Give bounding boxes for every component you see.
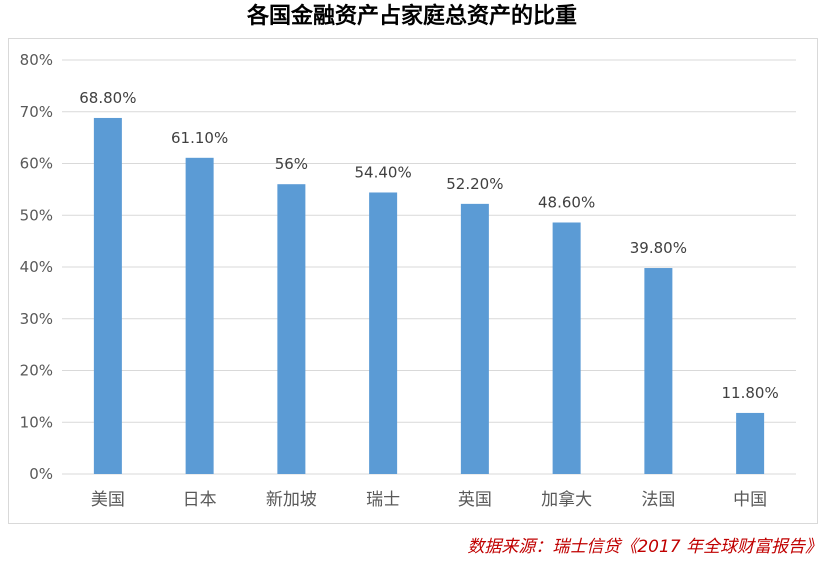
y-tick-label: 50% bbox=[20, 206, 53, 224]
category-label: 法国 bbox=[641, 490, 675, 510]
y-tick-label: 10% bbox=[20, 413, 53, 431]
data-label: 56% bbox=[275, 155, 308, 173]
data-label: 39.80% bbox=[630, 239, 687, 257]
y-tick-label: 40% bbox=[20, 258, 53, 276]
bar bbox=[736, 412, 765, 474]
source-note: 数据来源：瑞士信贷《2017 年全球财富报告》 bbox=[467, 537, 822, 557]
bar bbox=[460, 203, 489, 475]
bar bbox=[93, 117, 122, 475]
category-label: 美国 bbox=[91, 490, 125, 510]
y-tick-label: 80% bbox=[20, 51, 53, 69]
data-label: 54.40% bbox=[355, 163, 412, 181]
category-label: 日本 bbox=[183, 490, 217, 510]
category-label: 英国 bbox=[458, 490, 492, 510]
bar bbox=[277, 184, 306, 474]
bar bbox=[644, 268, 673, 474]
chart-title: 各国金融资产占家庭总资产的比重 bbox=[246, 4, 577, 29]
bar bbox=[369, 192, 398, 475]
y-tick-label: 30% bbox=[20, 310, 53, 328]
y-tick-label: 70% bbox=[20, 103, 53, 121]
data-label: 11.80% bbox=[722, 384, 779, 402]
category-label: 瑞士 bbox=[366, 490, 400, 510]
category-label: 中国 bbox=[733, 490, 767, 510]
y-tick-label: 20% bbox=[20, 362, 53, 380]
bar bbox=[185, 157, 214, 474]
y-tick-label: 60% bbox=[20, 155, 53, 173]
data-label: 68.80% bbox=[79, 89, 136, 107]
y-tick-label: 0% bbox=[29, 465, 53, 483]
data-label: 61.10% bbox=[171, 129, 228, 147]
category-label: 加拿大 bbox=[541, 489, 592, 510]
data-label: 52.20% bbox=[446, 175, 503, 193]
bar bbox=[552, 222, 581, 474]
category-label: 新加坡 bbox=[266, 490, 317, 510]
data-label: 48.60% bbox=[538, 193, 595, 211]
plot-frame bbox=[8, 38, 818, 524]
